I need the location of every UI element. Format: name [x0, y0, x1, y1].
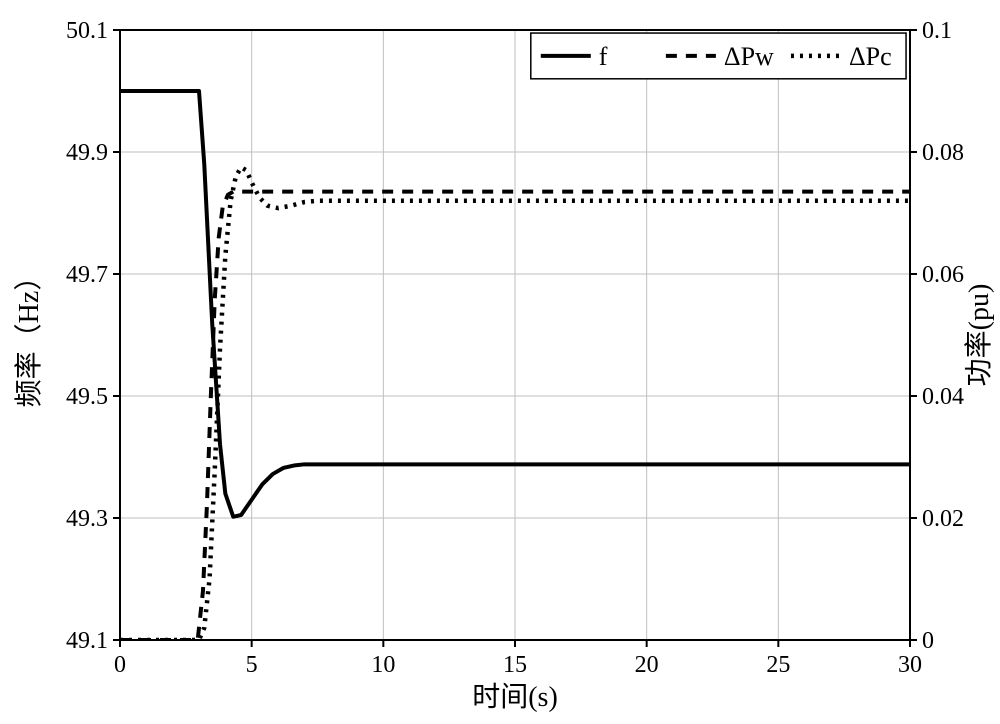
- y2-tick-label: 0.06: [922, 262, 964, 288]
- y2-tick-label: 0.08: [922, 140, 964, 166]
- y1-tick-label: 49.9: [66, 140, 108, 166]
- x-tick-label: 20: [635, 652, 659, 678]
- y2-axis-label: 功率(pu): [963, 284, 995, 387]
- y1-tick-label: 49.5: [66, 384, 108, 410]
- legend-label: ΔPw: [724, 42, 774, 71]
- x-tick-label: 0: [114, 652, 126, 678]
- y1-tick-label: 49.1: [66, 628, 108, 654]
- y1-tick-label: 50.1: [66, 18, 108, 44]
- legend-label: f: [599, 42, 608, 71]
- legend: f ΔPw ΔPc: [531, 33, 906, 79]
- y2-tick-label: 0.04: [922, 384, 964, 410]
- x-tick-label: 30: [898, 652, 922, 678]
- chart-container: 0 5 10 15 20 25 30 时间(s) 49.1 49.3 49.5 49.7 49.9 50.…: [0, 0, 1000, 724]
- x-tick-label: 10: [371, 652, 395, 678]
- y1-tick-label: 49.3: [66, 506, 108, 532]
- y2-tick-label: 0.1: [922, 18, 952, 44]
- y1-tick-label: 49.7: [66, 262, 108, 288]
- y2-tick-label: 0: [922, 628, 934, 654]
- x-tick-label: 5: [246, 652, 258, 678]
- x-axis-label: 时间(s): [472, 681, 558, 713]
- legend-label: ΔPc: [849, 42, 892, 71]
- x-tick-label: 15: [503, 652, 527, 678]
- y2-tick-label: 0.02: [922, 506, 964, 532]
- line-chart: 0 5 10 15 20 25 30 时间(s) 49.1 49.3 49.5 49.7 49.9 50.…: [0, 0, 1000, 724]
- y1-axis-label: 频率（Hz）: [13, 263, 45, 408]
- x-tick-label: 25: [766, 652, 790, 678]
